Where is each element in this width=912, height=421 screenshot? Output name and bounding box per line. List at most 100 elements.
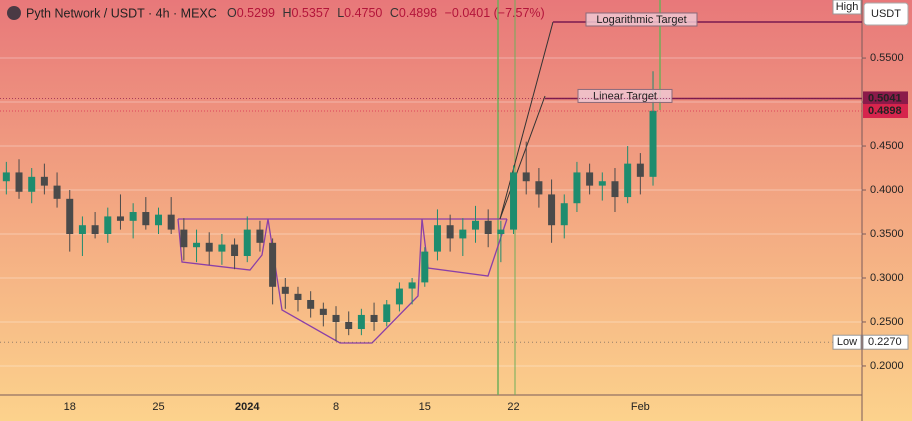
change: −0.0401 (−7.57%) [445,6,545,20]
candle-body [28,176,36,192]
candle-body [15,172,23,192]
candle-body [636,163,644,177]
price-badge [862,334,909,350]
candle-body [167,214,175,230]
y-tick-label: 0.3500 [870,228,904,240]
target-box [585,12,698,27]
price-badge [863,104,908,119]
plot: Logarithmic Target Linear Target [0,12,862,343]
price-badge-label: 0.4898 [868,105,902,117]
candle-body [357,314,365,330]
y-tick-label: 0.5500 [870,52,904,64]
candle-body [560,203,568,226]
candle-body [91,225,99,235]
candle-body [78,225,86,235]
candle-body [319,308,327,315]
candle-body [624,163,632,198]
price-tag-name: Low [837,336,857,348]
price-badge-label: 0.2270 [868,336,902,348]
y-tick-label: 0.2500 [870,316,904,328]
price-tag-name: High [836,1,859,13]
candle-body [155,214,162,226]
x-tick-label: 22 [507,401,519,413]
pattern-line [177,218,269,271]
grid [0,57,862,367]
candle-body [332,314,340,322]
y-tick-label: 0.4000 [870,184,904,196]
pattern-line [421,218,508,277]
candle-body [345,321,353,330]
candle-body [586,172,594,186]
candle-body [497,229,505,235]
candle-body [307,299,315,309]
ohlc-value: 0.5357 [291,6,329,20]
currency-button[interactable] [863,2,909,26]
y-tick-label: 0.3000 [870,272,904,284]
candle-body [193,242,201,248]
candle-body [269,242,277,287]
symbol-title: Pyth Network / USDT · 4h · MEXC [26,6,217,20]
candle-body [522,172,530,182]
candle-body [548,194,556,226]
candle-body [53,185,61,199]
x-tick-label: 18 [64,401,76,413]
candle-body [611,181,619,198]
pattern-line [267,218,423,344]
x-tick-label: 2024 [235,401,260,413]
ohlc-value: 0.4898 [399,6,437,20]
candle-body [472,220,479,230]
candle-body [66,198,74,235]
x-tick-label: Feb [631,401,650,413]
ohlc-legend: O0.5299 H0.5357 L0.4750 C0.4898 −0.0401 … [227,6,545,20]
candle-body [294,293,302,300]
target-label: Linear Target [593,90,657,102]
ohlc-value: 0.4750 [344,6,382,20]
candle-body [205,242,213,252]
target-label: Logarithmic Target [596,14,686,26]
candle-body [104,216,112,235]
logo [7,6,21,20]
candle-body [129,212,137,221]
ohlc-value: 0.5299 [237,6,275,20]
candle-body [573,172,581,204]
price-tag [832,0,862,15]
candle-body [218,244,226,252]
ohlc-key: H [282,6,291,20]
projection-line [499,95,546,220]
candle-body [2,172,10,182]
candle-body [510,172,518,230]
projection-line [499,21,554,220]
ohlc-key: O [227,6,237,20]
candle-body [243,229,251,257]
candle-body [421,251,429,283]
candle-body [256,229,264,243]
currency-label: USDT [871,8,901,20]
y-tick-label: 0.2000 [870,360,904,372]
x-tick-label: 25 [152,401,164,413]
candle-body [142,212,150,226]
candle-body [598,181,606,186]
price-badge [863,91,908,106]
ohlc-key: L [337,6,344,20]
candle-body [433,225,441,252]
candle-body [446,225,454,239]
candle-body [281,286,289,294]
candle-body [180,229,188,248]
price-tag [832,334,862,350]
candle-body [231,244,239,257]
candle-body [40,176,48,186]
candle-body [408,282,416,289]
candle-body [484,220,492,235]
ohlc-key: C [390,6,399,20]
candle-body [649,110,657,177]
candle-body [395,288,403,305]
y-tick-label: 0.4500 [870,140,904,152]
header: Pyth Network / USDT · 4h · MEXC O0.5299 … [7,6,545,20]
candle-body [370,314,378,322]
candle-body [383,304,391,322]
x-tick-label: 8 [333,401,339,413]
target-box [577,88,673,103]
